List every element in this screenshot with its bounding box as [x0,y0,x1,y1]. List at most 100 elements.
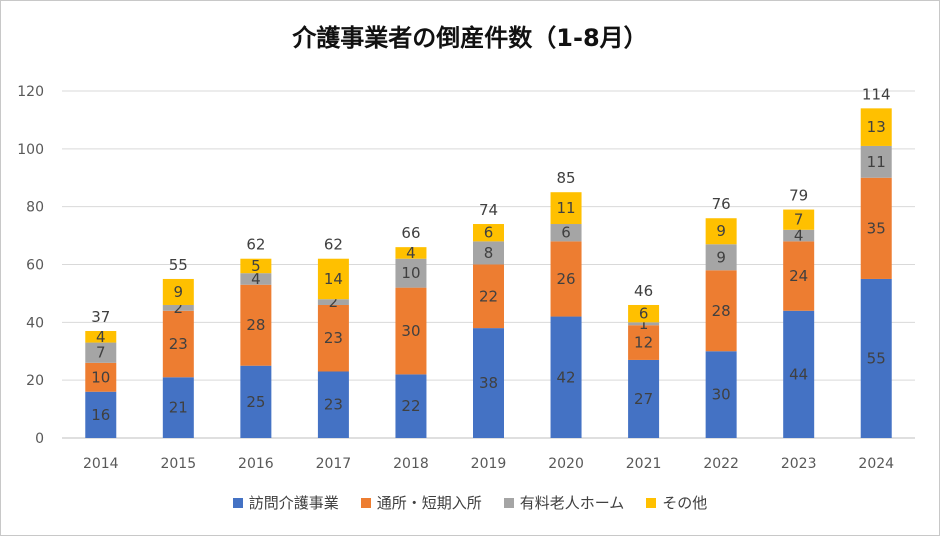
legend-label-day-service: 通所・短期入所 [376,494,482,512]
y-tick-label: 40 [26,315,44,331]
x-tick-label: 2020 [548,456,584,472]
y-tick-label: 20 [26,373,44,389]
data-label: 30 [712,386,731,404]
x-tick-label: 2016 [238,456,274,472]
data-label: 9 [716,222,726,240]
data-label: 10 [401,264,420,282]
data-label: 1 [639,315,649,333]
data-label: 7 [96,344,106,362]
data-label: 22 [479,287,498,305]
x-tick-label: 2014 [83,456,119,472]
x-tick-label: 2018 [393,456,429,472]
data-label: 5 [251,257,261,275]
legend-item-day-service: 通所・短期入所 [360,492,482,513]
bar-segment [85,391,117,438]
bar-segment [705,244,737,271]
data-label: 6 [561,224,571,242]
bar-segment [860,108,892,146]
bar-segment [162,310,194,378]
legend-item-nursing-home: 有料老人ホーム [503,492,625,513]
bar-segment [628,359,660,438]
data-label: 26 [556,270,575,288]
bar-segment [473,224,504,242]
bar-segment [240,273,272,285]
data-label: 38 [479,374,498,392]
bar-segment [550,224,582,242]
data-label: 44 [789,365,808,383]
bar-segment [628,304,660,323]
data-label: 2 [329,293,339,311]
x-tick-label: 2019 [471,456,507,472]
bar-segment [705,218,737,245]
bar-segment [317,304,349,372]
legend-label-nursing-home: 有料老人ホーム [519,494,625,512]
data-label: 6 [639,305,649,323]
legend-swatch-home-care [232,497,243,508]
y-tick-label: 80 [26,200,44,216]
total-label: 37 [91,308,110,326]
legend-label-other: その他 [662,494,708,512]
legend-swatch-nursing-home [503,497,514,508]
bar-segment [162,377,194,438]
data-label: 12 [634,334,653,352]
data-label: 11 [867,153,886,171]
legend-swatch-other [646,497,657,508]
data-label: 22 [401,397,420,415]
legend-swatch-day-service [360,497,371,508]
total-label: 79 [789,187,808,205]
data-label: 23 [324,396,343,414]
x-tick-label: 2017 [316,456,352,472]
bar-segment [85,331,117,343]
data-label: 25 [246,393,265,411]
bar-segment [395,258,427,288]
data-label: 10 [91,368,110,386]
legend-label-home-care: 訪問介護事業 [248,494,339,512]
data-label: 55 [867,349,886,367]
bar-segment [395,287,427,375]
bar-segment [395,247,427,259]
bar-segment [783,241,815,311]
total-label: 74 [479,201,498,219]
data-label: 27 [634,390,653,408]
data-label: 4 [96,328,106,346]
bar-segment [860,145,892,178]
data-label: 4 [794,227,804,245]
bar-segment [860,278,892,438]
bar-segment [783,209,815,230]
bar-segment [550,316,582,438]
data-label: 28 [246,316,265,334]
bar-segment [240,365,272,438]
data-label: 2 [174,299,184,317]
data-label: 21 [169,399,188,417]
data-label: 24 [789,267,808,285]
data-label: 9 [174,283,184,301]
bar-segment [473,264,504,329]
bar-segment [550,192,582,225]
bar-segment [473,328,504,438]
data-label: 23 [324,329,343,347]
data-label: 42 [556,368,575,386]
total-label: 46 [634,282,653,300]
data-label: 16 [91,406,110,424]
chart-title: 介護事業者の倒産件数（1-8月） [292,24,648,52]
total-label: 62 [324,236,343,254]
bar-segment [162,278,194,305]
total-label: 114 [862,85,891,103]
bar-segment [473,241,504,265]
data-label: 14 [324,270,343,288]
bar-segment [395,374,427,438]
total-label: 76 [712,195,731,213]
data-label: 4 [406,244,416,262]
y-tick-label: 0 [35,431,44,447]
data-label: 23 [169,335,188,353]
bar-segment [240,284,272,366]
data-label: 7 [794,211,804,229]
x-tick-label: 2024 [858,456,894,472]
bar-segment [240,258,272,274]
bar-segment [783,310,815,438]
x-tick-label: 2022 [703,456,739,472]
data-label: 9 [716,248,726,266]
y-tick-label: 100 [17,142,44,158]
total-label: 85 [556,169,575,187]
data-label: 35 [867,219,886,237]
